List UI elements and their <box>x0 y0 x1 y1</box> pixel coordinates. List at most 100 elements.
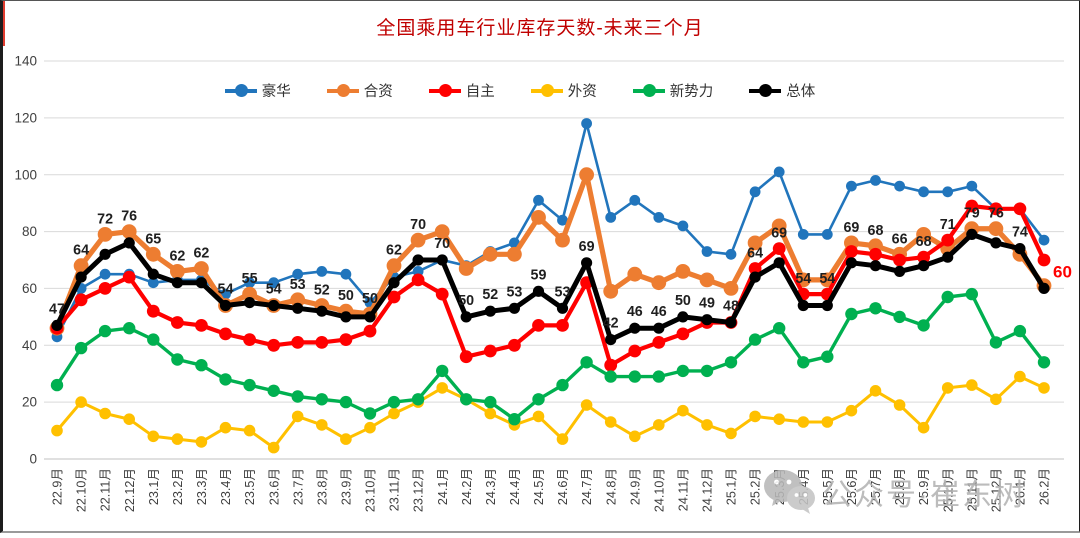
svg-text:70: 70 <box>410 217 426 233</box>
svg-text:60: 60 <box>1053 262 1072 281</box>
series-总体 <box>51 228 1050 346</box>
svg-text:25.5月: 25.5月 <box>821 468 835 505</box>
svg-text:52: 52 <box>482 287 498 303</box>
svg-text:40: 40 <box>22 338 37 353</box>
svg-text:25.2月: 25.2月 <box>749 468 763 505</box>
svg-text:53: 53 <box>555 284 571 300</box>
svg-text:23.4月: 23.4月 <box>219 468 233 505</box>
svg-text:62: 62 <box>193 246 209 262</box>
legend-item-foreign: 外资 <box>530 80 597 101</box>
svg-text:48: 48 <box>723 299 739 315</box>
svg-text:70: 70 <box>434 236 450 252</box>
svg-text:46: 46 <box>627 304 643 320</box>
x-axis-labels: 22.9月 22.10月 22.11月 22.12月 23.1月 23.2月 23.3月 23… <box>51 468 1052 512</box>
svg-text:46: 46 <box>651 304 667 320</box>
svg-text:24.4月: 24.4月 <box>508 468 522 505</box>
svg-text:25.1月: 25.1月 <box>725 468 739 505</box>
svg-text:26.1月: 26.1月 <box>1014 468 1028 505</box>
legend-label-new-forces: 新势力 <box>669 84 714 100</box>
svg-text:64: 64 <box>73 243 89 259</box>
svg-text:24.8月: 24.8月 <box>604 468 618 505</box>
watermark-text: 公众号·崔东树 <box>822 479 1026 512</box>
legend-item-domestic: 自主 <box>428 80 495 101</box>
svg-text:24.5月: 24.5月 <box>532 468 546 505</box>
svg-text:0: 0 <box>29 452 37 467</box>
svg-text:24.9月: 24.9月 <box>628 468 642 505</box>
svg-text:25.7月: 25.7月 <box>869 468 883 505</box>
svg-text:24.6月: 24.6月 <box>556 468 570 505</box>
svg-text:54: 54 <box>819 271 835 287</box>
svg-text:23.7月: 23.7月 <box>291 468 305 505</box>
svg-text:72: 72 <box>97 211 113 227</box>
svg-text:23.11月: 23.11月 <box>388 468 402 511</box>
svg-text:76: 76 <box>121 209 137 225</box>
legend-label-luxury: 豪华 <box>261 84 291 100</box>
chart-legend: 豪华 合资 自主 外资 新势力 总体 <box>0 80 1040 101</box>
y-axis-labels: 0 20 40 60 80 100 120 140 <box>14 54 37 467</box>
legend-marker-domestic <box>428 84 461 97</box>
svg-text:50: 50 <box>458 293 474 309</box>
svg-text:53: 53 <box>506 284 522 300</box>
data-labels: 47 64 72 76 65 62 62 54 55 54 53 52 50 50 62 70 70 50 52 53… <box>49 206 1072 332</box>
legend-item-joint-venture: 合资 <box>326 80 393 101</box>
svg-text:25.6月: 25.6月 <box>845 468 859 505</box>
svg-text:120: 120 <box>14 111 37 126</box>
svg-text:20: 20 <box>22 395 37 410</box>
svg-text:80: 80 <box>22 224 37 239</box>
svg-text:24.11月: 24.11月 <box>677 468 691 511</box>
svg-text:23.2月: 23.2月 <box>171 468 185 505</box>
legend-marker-new-forces <box>632 84 665 97</box>
svg-text:55: 55 <box>242 271 258 287</box>
svg-text:25.9月: 25.9月 <box>917 468 931 505</box>
svg-text:23.5月: 23.5月 <box>243 468 257 505</box>
svg-text:68: 68 <box>916 234 932 250</box>
svg-text:24.3月: 24.3月 <box>484 468 498 505</box>
svg-text:59: 59 <box>531 267 547 283</box>
legend-label-foreign: 外资 <box>567 84 597 100</box>
svg-text:54: 54 <box>795 271 811 287</box>
svg-text:24.7月: 24.7月 <box>580 468 594 505</box>
chart-title: 全国乘用车行业库存天数-未来三个月 <box>376 18 704 39</box>
svg-text:23.12月: 23.12月 <box>412 468 426 512</box>
svg-text:22.12月: 22.12月 <box>123 468 137 512</box>
svg-text:25.10月: 25.10月 <box>941 468 955 512</box>
wechat-icon <box>764 470 815 514</box>
legend-marker-joint-venture <box>326 84 359 97</box>
svg-text:54: 54 <box>266 282 282 298</box>
svg-text:50: 50 <box>675 293 691 309</box>
svg-text:62: 62 <box>386 243 402 259</box>
svg-text:23.6月: 23.6月 <box>267 468 281 505</box>
legend-item-overall: 总体 <box>749 80 815 101</box>
svg-text:23.9月: 23.9月 <box>340 468 354 505</box>
svg-text:23.1月: 23.1月 <box>147 468 161 505</box>
svg-text:66: 66 <box>892 231 908 247</box>
svg-text:24.12月: 24.12月 <box>701 468 715 512</box>
svg-text:54: 54 <box>218 282 234 298</box>
svg-text:60: 60 <box>22 281 37 296</box>
legend-label-domestic: 自主 <box>465 84 495 100</box>
legend-label-joint-venture: 合资 <box>363 84 393 100</box>
legend-marker-luxury <box>224 84 257 97</box>
svg-text:76: 76 <box>988 206 1004 222</box>
svg-text:26.2月: 26.2月 <box>1038 468 1052 505</box>
svg-text:100: 100 <box>14 167 37 182</box>
svg-text:65: 65 <box>145 231 161 247</box>
svg-text:69: 69 <box>771 226 787 242</box>
legend-marker-foreign <box>530 84 563 97</box>
svg-text:62: 62 <box>169 248 185 264</box>
svg-text:25.12月: 25.12月 <box>990 468 1004 512</box>
legend-item-luxury: 豪华 <box>224 80 291 101</box>
svg-text:24.1月: 24.1月 <box>436 468 450 505</box>
svg-text:25.11月: 25.11月 <box>965 468 979 511</box>
series-新势力 <box>50 287 1051 426</box>
legend-marker-overall <box>749 84 782 97</box>
svg-text:23.3月: 23.3月 <box>195 468 209 505</box>
svg-text:64: 64 <box>747 246 763 262</box>
svg-text:25.8月: 25.8月 <box>893 468 907 505</box>
svg-text:22.11月: 22.11月 <box>99 468 113 511</box>
svg-text:42: 42 <box>603 316 619 332</box>
svg-text:53: 53 <box>290 277 306 293</box>
svg-text:50: 50 <box>338 288 354 304</box>
